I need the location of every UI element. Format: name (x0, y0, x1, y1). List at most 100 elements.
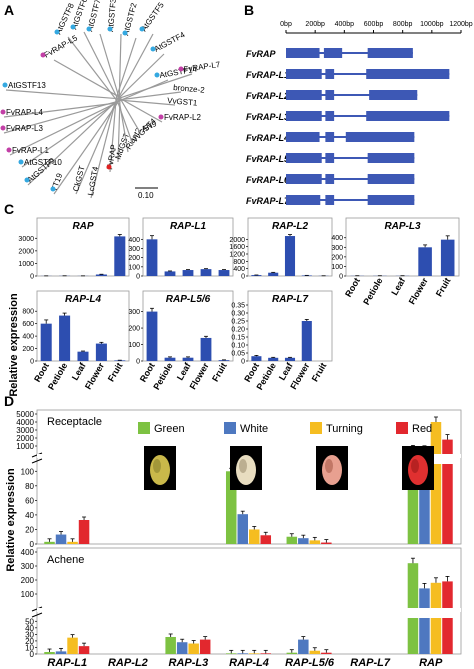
y-tick-label: 1000 (18, 261, 34, 268)
bar (165, 358, 176, 361)
bar-upper (431, 583, 442, 608)
bar (67, 638, 78, 654)
panel-letter-c: C (4, 201, 14, 217)
tree-leaf-dot (159, 115, 164, 120)
gene-name: FvRAP-L6 (246, 175, 290, 185)
gene-exon (325, 153, 334, 163)
chart-rap-l4: RAP-L40200400600800 (22, 291, 129, 366)
tree-leaf-dot (3, 83, 8, 88)
section-title: Receptacle (47, 416, 102, 428)
tissue-expression-charts: RAP0100020003000RAP-L10100200300400RAP-L… (18, 218, 459, 392)
gene-name: FvRAP-L4 (246, 133, 289, 143)
section-achene: Achene10020030040001020304050 (21, 548, 461, 659)
bar (261, 535, 272, 544)
bar (165, 271, 176, 276)
bar (96, 274, 107, 276)
y-tick-label: 400 (233, 266, 245, 273)
y-tick-label: 300 (331, 245, 343, 252)
y-tick-label: 100 (21, 590, 35, 599)
bar-upper (442, 581, 453, 608)
chart-rap-l3: RAP-L30100200300400 (331, 218, 459, 281)
tree-leaf-dot (155, 73, 160, 78)
fruit-photo-shade (411, 459, 419, 473)
bar (44, 652, 55, 654)
y-tick-label: 800 (22, 309, 34, 316)
bar (201, 338, 212, 361)
y-tick-label: 0.15 (231, 335, 245, 342)
gene-exon (325, 195, 334, 205)
chart-title: RAP-L2 (272, 221, 309, 232)
bar (67, 542, 78, 544)
legend-swatch (310, 422, 322, 434)
chart-rap-l7: RAP-L700.050.100.150.200.250.300.35 (231, 291, 332, 366)
bar (298, 538, 309, 544)
bar (183, 358, 194, 361)
tree-leaf-label: VvGST1 (167, 96, 198, 108)
gene-exon (286, 48, 320, 58)
gene-scale-label: 600bp (364, 21, 384, 28)
gene-label: RAP-L4 (229, 657, 269, 669)
gene-exon (286, 174, 322, 184)
y-tick-label: 300 (21, 562, 35, 571)
tree-scale-label: 0.10 (138, 191, 154, 200)
y-tick-label: 400 (21, 548, 35, 557)
bar (219, 270, 230, 276)
tissue-label: Flower (83, 361, 106, 392)
phylogenetic-tree: AtGSTF8AtGSTF6AtGSTF7 AtGSTF3 AtGSTF2 AtGST… (1, 0, 222, 198)
tree-leaf-label: FvRAP-L7 (183, 60, 221, 74)
y-tick-label: 200 (128, 255, 140, 262)
tree-leaf-dot (87, 27, 92, 32)
gene-exon (286, 90, 322, 100)
tissue-label: Leaf (70, 360, 88, 382)
bar (114, 236, 125, 276)
bar (321, 543, 332, 544)
gene-exon (286, 111, 322, 121)
gene-exon (286, 132, 320, 142)
y-tick-label: 1200 (229, 252, 245, 259)
chart-rap-l5-6: RAP-L5/60100200300 (128, 291, 233, 366)
chart-title: RAP (72, 221, 93, 232)
bar (41, 324, 52, 361)
y-tick-label: 4000 (16, 418, 34, 427)
gene-scale-label: 0bp (280, 21, 292, 28)
tree-leaf-dot (108, 27, 113, 32)
panel-letter-a: A (4, 2, 14, 18)
legend-label: White (240, 423, 268, 435)
gene-scale-label: 800bp (393, 21, 413, 28)
bar (310, 651, 321, 654)
y-tick-label: 400 (331, 235, 343, 242)
y-tick-label: 0 (136, 274, 140, 281)
bar (177, 642, 188, 654)
tree-leaf-dot (7, 148, 12, 153)
y-tick-label: 2000 (229, 237, 245, 244)
bar (237, 514, 248, 544)
tree-leaf-label: AtGSTF3 (106, 0, 118, 32)
gene-exon (286, 69, 322, 79)
bar-lower (419, 618, 430, 654)
y-tick-label: 300 (128, 246, 140, 253)
gene-exon (325, 90, 334, 100)
legend-label: Red (412, 423, 432, 435)
bar (249, 529, 260, 544)
y-tick-label: 5000 (16, 410, 34, 419)
chart-title: RAP-L7 (272, 294, 309, 305)
bar (298, 640, 309, 654)
gene-exon (368, 174, 415, 184)
gene-exon (366, 111, 449, 121)
tree-leaf-label: AtGSTF4 (153, 30, 187, 54)
chart-title: RAP-L4 (65, 294, 102, 305)
bar (310, 540, 321, 544)
fruit-photo-shade (153, 459, 161, 473)
gene-name: FvRAP-L3 (246, 112, 289, 122)
y-tick-label: 0 (30, 274, 34, 281)
bar (219, 360, 230, 361)
y-tick-label: 2000 (18, 248, 34, 255)
chart-rap-l2: RAP-L20400800120016002000 (229, 218, 332, 281)
gene-label: RAP-L5/6 (285, 657, 335, 669)
y-tick-label: 2000 (16, 434, 34, 443)
tree-leaf-dot (71, 25, 76, 30)
gene-label: RAP-L7 (350, 657, 391, 669)
bar (287, 537, 298, 544)
y-tick-label: 200 (22, 346, 34, 353)
